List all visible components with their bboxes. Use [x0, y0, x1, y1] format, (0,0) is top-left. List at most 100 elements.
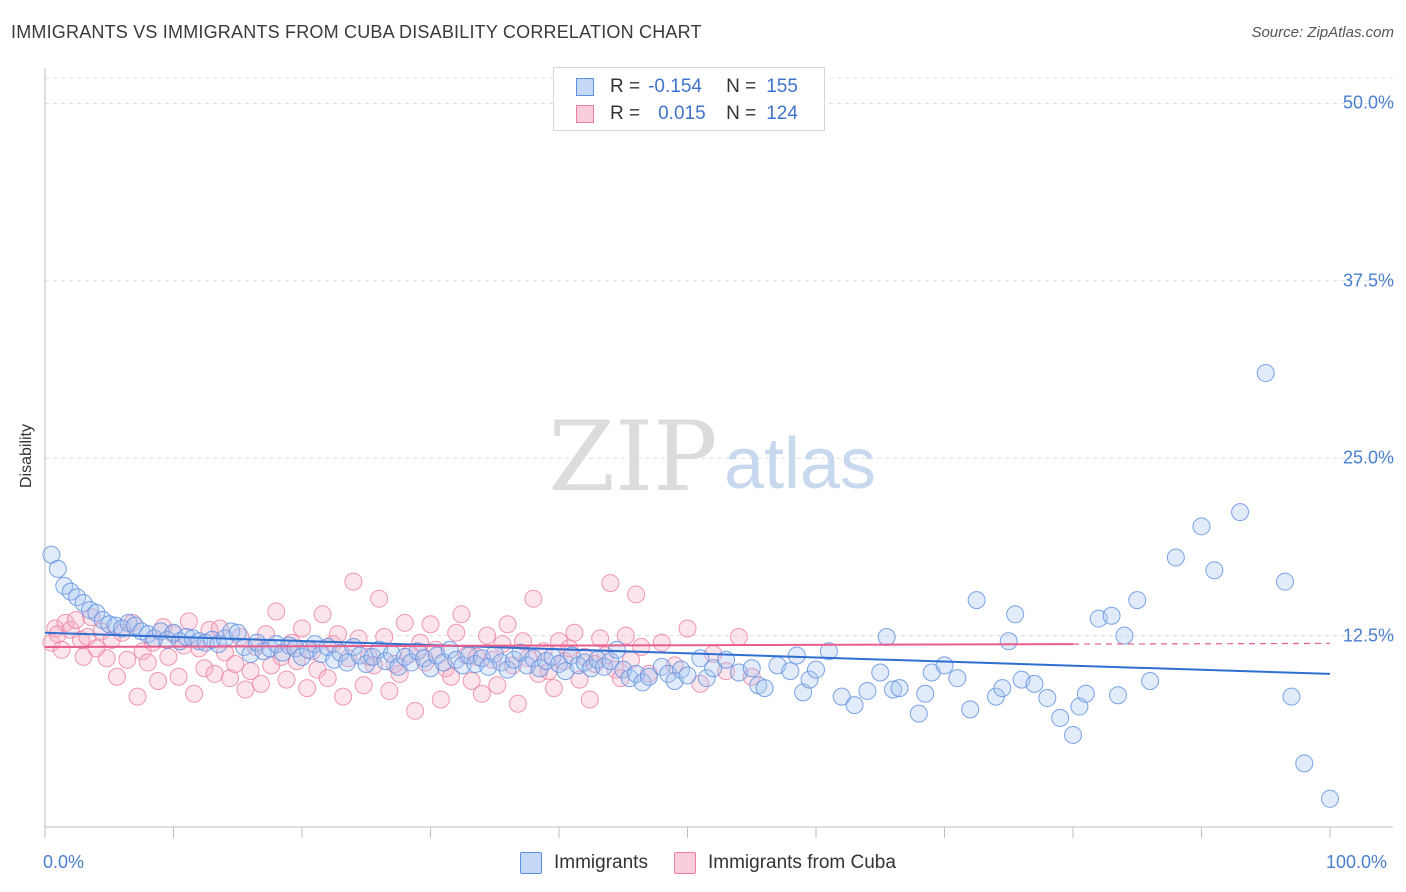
bottom-legend-cuba: Immigrants from Cuba [673, 852, 896, 874]
immigrants-point [1282, 687, 1301, 706]
immigrants-point [884, 680, 903, 699]
x-tick-label-min: 0.0% [43, 852, 85, 872]
immigrants-point [357, 654, 376, 673]
immigrants-point [781, 662, 800, 681]
immigrants-point [993, 679, 1012, 698]
y-tick-label: 50.0% [1342, 92, 1394, 113]
immigrants-point [858, 681, 877, 700]
immigrants-point [1321, 789, 1339, 808]
immigrants-point [999, 632, 1018, 651]
source-label: Source: ZipAtlas.com [1251, 24, 1394, 41]
cuba-point [729, 628, 748, 647]
cuba-point [488, 676, 507, 695]
cuba-point [277, 670, 296, 689]
immigrants-point [800, 670, 819, 689]
immigrants-point [87, 603, 106, 622]
legend-r-label: R = [610, 103, 641, 124]
cuba-point [544, 679, 563, 698]
bottom-legend-immigrants: Immigrants [520, 852, 648, 874]
immigrants-point [948, 669, 967, 688]
immigrants-point [742, 659, 761, 678]
legend-n-value: 155 [766, 76, 798, 97]
cuba-point [138, 653, 157, 672]
legend-r-label: R = [610, 76, 641, 97]
cuba-point [267, 602, 286, 621]
cuba-point [293, 619, 311, 638]
legend-swatch-pink [576, 105, 594, 123]
y-axis-label: Disability [18, 423, 35, 489]
immigrants-point [832, 687, 851, 706]
immigrants-point [755, 679, 774, 698]
cuba-point [107, 667, 126, 686]
bottom-legend-label: Immigrants [554, 852, 648, 873]
legend-swatch-blue [576, 78, 594, 96]
immigrants-point [408, 642, 427, 661]
cuba-point [652, 633, 671, 652]
cuba-point [354, 676, 373, 695]
immigrants-point [1108, 686, 1127, 705]
cuba-point [334, 687, 353, 706]
legend: R = -0.154 N = 155 R = 0.015 N = 124 [553, 67, 825, 131]
immigrants-point [877, 628, 896, 647]
cuba-point [395, 613, 414, 632]
cuba-point [359, 647, 378, 666]
immigrants-point [967, 591, 986, 610]
immigrants-point [961, 700, 980, 719]
legend-r-value: -0.154 [648, 76, 702, 97]
cuba-point [226, 654, 245, 673]
cuba-point [128, 687, 147, 706]
immigrants-point [550, 654, 568, 673]
cuba-point [179, 612, 198, 631]
immigrants-point [1276, 572, 1295, 591]
cuba-point [472, 684, 491, 703]
cuba-point [478, 626, 497, 645]
cuba-point [508, 694, 527, 713]
cuba-point [66, 610, 85, 629]
cuba-point [627, 585, 646, 604]
legend-n-value: 124 [766, 103, 798, 124]
cuba-point [406, 701, 425, 720]
legend-n-label: N = [726, 76, 757, 97]
cuba-point [421, 615, 440, 634]
immigrants-point [1102, 606, 1121, 625]
watermark-atlas: atlas [724, 424, 876, 504]
immigrants-point [845, 696, 864, 715]
bottom-legend-swatch-blue [520, 852, 542, 874]
immigrants-point [1205, 561, 1224, 580]
immigrants-point [1141, 672, 1160, 691]
cuba-point [221, 669, 240, 688]
immigrants-point [819, 642, 838, 661]
immigrants-point [498, 660, 517, 679]
y-tick-label: 25.0% [1342, 447, 1394, 468]
immigrants-point [293, 647, 311, 666]
immigrants-point [1166, 548, 1185, 567]
cuba-point [52, 640, 71, 659]
cuba-point [205, 664, 224, 683]
immigrants-point [1192, 517, 1211, 536]
y-tick-label: 12.5% [1342, 625, 1394, 646]
cuba-point [318, 669, 337, 688]
immigrants-point [1051, 708, 1070, 727]
cuba-point [442, 667, 461, 686]
cuba-point [498, 615, 517, 634]
immigrants-point [453, 656, 472, 675]
cuba-point [570, 670, 589, 689]
immigrants-point [222, 622, 241, 641]
cuba-point [390, 664, 409, 683]
immigrants-point [1295, 754, 1314, 773]
cuba-point [524, 589, 543, 608]
immigrants-point [807, 660, 825, 679]
immigrants-point [607, 640, 626, 659]
immigrants-point [1064, 725, 1082, 744]
immigrants-point [530, 659, 549, 678]
immigrants-point [697, 669, 716, 688]
bottom-legend-label: Immigrants from Cuba [707, 852, 896, 873]
cuba-trend-line [44, 643, 1074, 648]
immigrants-point [704, 659, 723, 678]
axes [44, 68, 1393, 838]
cuba-point [313, 605, 332, 624]
cuba-point [370, 589, 389, 608]
immigrants-point [1076, 684, 1095, 703]
trend-lines [44, 631, 1331, 675]
